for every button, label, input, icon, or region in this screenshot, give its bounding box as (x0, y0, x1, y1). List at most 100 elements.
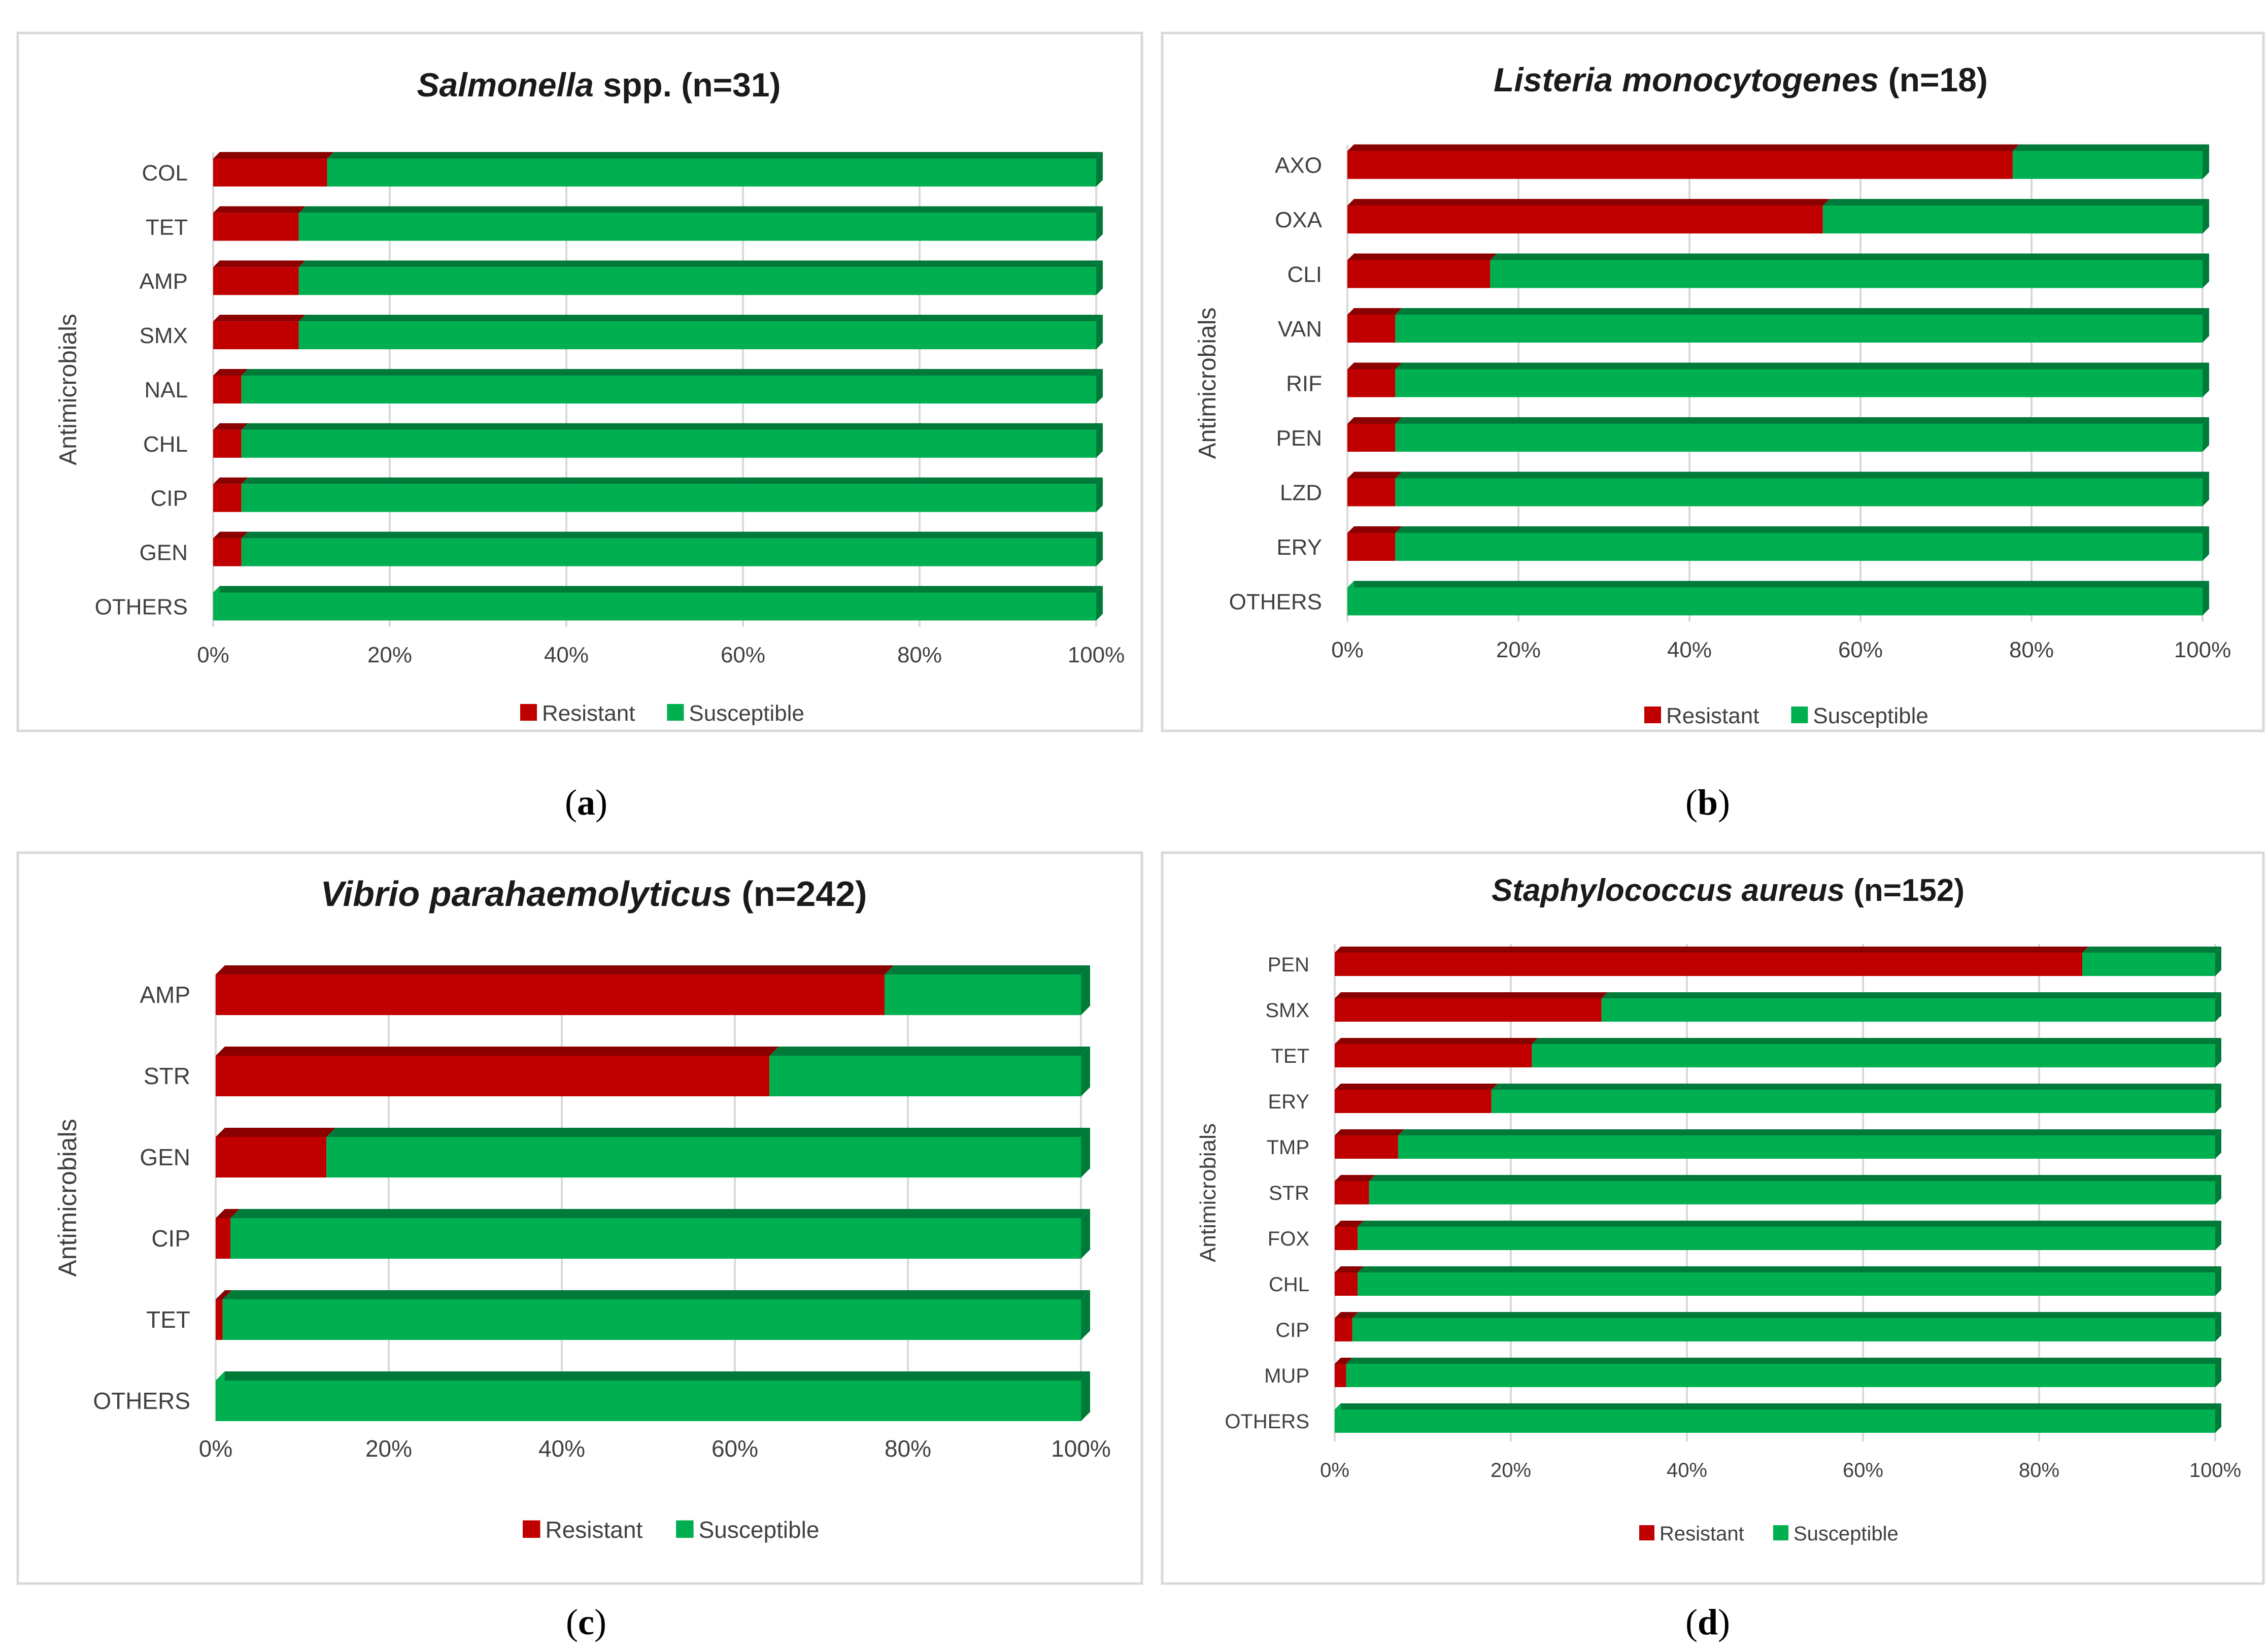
bar-resistant-top-a-tet (213, 206, 306, 213)
legend-label-susceptible-a: Susceptible (689, 701, 804, 726)
bar-susceptible-top-d-chl (1358, 1266, 2221, 1272)
bar-resistant-b-cli (1347, 260, 1491, 288)
category-label-b-axo: AXO (1275, 153, 1322, 178)
bar-side-b-lzd (2203, 472, 2209, 507)
bar-side-a-gen (1096, 531, 1103, 566)
bar-susceptible-top-a-col (327, 152, 1103, 159)
bar-susceptible-b-rif (1395, 369, 2203, 397)
category-label-a-gen: GEN (140, 541, 188, 565)
bar-resistant-c-amp (216, 974, 885, 1015)
bar-resistant-top-c-tet (216, 1290, 232, 1299)
legend-label-resistant-a: Resistant (542, 701, 635, 726)
bar-susceptible-top-a-cip (241, 477, 1103, 484)
category-label-b-ery: ERY (1276, 535, 1322, 560)
category-label-a-chl: CHL (143, 432, 188, 457)
category-label-a-nal: NAL (144, 378, 188, 402)
bar-resistant-top-a-chl (213, 423, 248, 430)
bar-susceptible-top-b-others (1347, 581, 2209, 588)
bar-susceptible-top-a-chl (241, 423, 1103, 430)
panel-letter-a: a (577, 782, 595, 823)
category-label-d-tet: TET (1271, 1045, 1309, 1067)
bar-susceptible-top-c-str (769, 1047, 1090, 1056)
x-tick-label-b-80: 80% (2009, 637, 2054, 662)
bar-susceptible-d-mup (1346, 1364, 2215, 1387)
panel-label-a: (a) (565, 782, 607, 823)
chart-title-italic-b: Listeria monocytogenes (1494, 61, 1879, 98)
legend-label-susceptible-b: Susceptible (1813, 703, 1928, 728)
x-tick-label-a-40: 40% (544, 643, 589, 667)
bar-susceptible-c-cip (230, 1218, 1081, 1259)
category-label-d-cip: CIP (1275, 1319, 1309, 1341)
category-label-a-tet: TET (146, 215, 188, 240)
bar-side-d-chl (2215, 1266, 2221, 1296)
bar-resistant-b-axo (1347, 151, 2013, 179)
x-tick-label-d-80: 80% (2019, 1459, 2059, 1482)
legend-label-resistant-d: Resistant (1660, 1523, 1744, 1545)
x-tick-label-a-60: 60% (721, 643, 765, 667)
x-tick-label-c-100: 100% (1051, 1435, 1111, 1462)
bar-susceptible-b-others (1347, 587, 2203, 616)
bar-resistant-a-chl (213, 429, 242, 458)
bar-resistant-top-b-lzd (1347, 472, 1402, 479)
x-tick-label-c-60: 60% (712, 1435, 758, 1462)
bar-resistant-b-van (1347, 315, 1396, 343)
bar-susceptible-c-amp (884, 974, 1081, 1015)
x-tick-label-c-20: 20% (365, 1435, 412, 1462)
category-label-c-cip: CIP (151, 1225, 190, 1252)
bar-resistant-top-d-tet (1335, 1038, 1538, 1044)
bar-resistant-d-smx (1335, 998, 1602, 1022)
bar-side-d-tet (2215, 1038, 2221, 1067)
x-tick-label-a-20: 20% (367, 643, 412, 667)
bar-resistant-b-oxa (1347, 206, 1823, 233)
bar-susceptible-top-d-smx (1601, 992, 2221, 998)
x-tick-label-d-40: 40% (1667, 1459, 1707, 1482)
bar-resistant-top-a-amp (213, 260, 306, 267)
bar-susceptible-top-d-fox (1358, 1221, 2221, 1227)
bar-susceptible-d-ery (1491, 1090, 2215, 1113)
bar-resistant-b-ery (1347, 533, 1396, 561)
bar-resistant-top-b-axo (1347, 144, 2019, 151)
category-label-a-amp: AMP (140, 269, 188, 294)
bar-cap-a-others (213, 586, 220, 621)
chart-title-italic-c: Vibrio parahaemolyticus (321, 874, 732, 914)
legend-label-resistant-c: Resistant (546, 1517, 643, 1543)
bar-resistant-top-d-tmp (1335, 1129, 1404, 1135)
bar-resistant-top-d-fox (1335, 1221, 1364, 1227)
bar-side-d-pen (2215, 947, 2221, 976)
bar-susceptible-b-cli (1490, 260, 2203, 288)
category-label-d-tmp: TMP (1267, 1136, 1309, 1159)
bar-susceptible-top-c-tet (222, 1290, 1090, 1299)
chart-title-a: Salmonella spp. (n=31) (417, 66, 781, 104)
legend-swatch-susceptible-a (667, 704, 684, 721)
category-label-b-oxa: OXA (1275, 208, 1323, 232)
bar-resistant-a-amp (213, 267, 299, 295)
category-label-c-tet: TET (146, 1306, 190, 1333)
bar-resistant-d-mup (1335, 1364, 1346, 1387)
bar-susceptible-a-chl (241, 429, 1097, 458)
bar-resistant-d-fox (1335, 1227, 1358, 1250)
chart-title-c: Vibrio parahaemolyticus (n=242) (321, 874, 867, 914)
bar-side-d-tmp (2215, 1129, 2221, 1159)
bar-resistant-a-gen (213, 538, 242, 566)
bar-susceptible-d-fox (1358, 1227, 2215, 1250)
category-label-a-cip: CIP (151, 486, 188, 511)
category-label-b-pen: PEN (1276, 426, 1322, 451)
category-label-d-others: OTHERS (1225, 1410, 1309, 1433)
bar-susceptible-top-c-gen (326, 1128, 1090, 1137)
bar-side-b-others (2203, 581, 2209, 616)
bar-susceptible-d-pen (2082, 953, 2215, 976)
bar-susceptible-top-b-rif (1395, 362, 2209, 369)
category-label-b-rif: RIF (1286, 371, 1322, 396)
bar-susceptible-top-b-lzd (1395, 472, 2209, 479)
category-label-a-smx: SMX (140, 323, 188, 348)
bar-susceptible-a-amp (298, 267, 1096, 295)
bar-susceptible-a-cip (241, 484, 1097, 512)
bar-susceptible-top-a-others (213, 586, 1103, 593)
category-label-d-smx: SMX (1265, 999, 1309, 1022)
bar-resistant-d-chl (1335, 1272, 1358, 1296)
bar-side-d-ery (2215, 1084, 2221, 1113)
bar-resistant-b-lzd (1347, 478, 1396, 507)
bar-susceptible-d-chl (1358, 1272, 2215, 1296)
bar-susceptible-top-d-ery (1491, 1084, 2221, 1090)
bar-susceptible-top-d-cip (1352, 1312, 2221, 1318)
